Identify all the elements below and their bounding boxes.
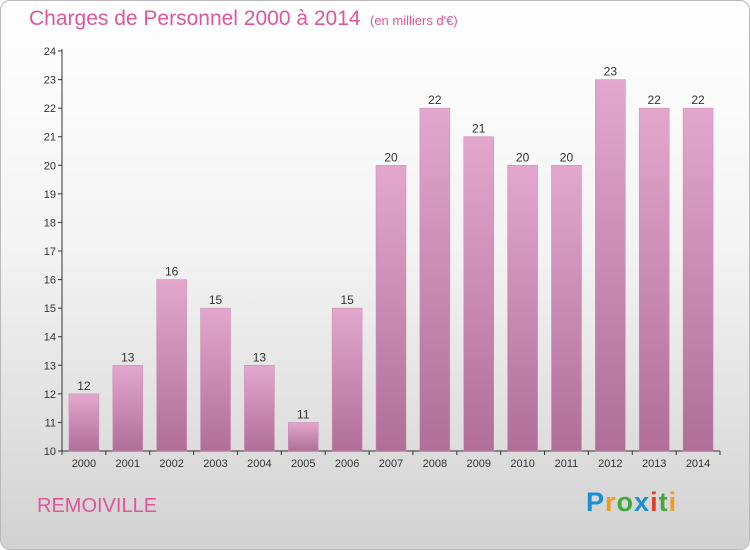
logo-letter: i — [650, 487, 659, 517]
x-tick-label: 2011 — [555, 458, 579, 470]
y-tick-label: 11 — [45, 417, 56, 429]
data-label-2005: 11 — [297, 407, 310, 421]
x-tick-label: 2005 — [291, 458, 315, 470]
x-tick-label: 2007 — [379, 458, 403, 470]
y-tick-label: 20 — [44, 160, 56, 172]
x-tick-label: 2000 — [72, 458, 96, 470]
x-tick-label: 2001 — [116, 458, 140, 470]
x-tick-label: 2008 — [423, 458, 447, 470]
data-label-2008: 22 — [428, 93, 442, 107]
data-label-2009: 21 — [472, 122, 486, 136]
bar-2012 — [595, 79, 626, 452]
data-label-2013: 22 — [648, 93, 662, 107]
data-label-2000: 12 — [77, 379, 91, 393]
x-tick-label: 2003 — [203, 458, 227, 470]
x-tick-label: 2002 — [159, 458, 183, 470]
y-tick-label: 10 — [44, 446, 56, 458]
x-tick-label: 2013 — [642, 458, 666, 470]
data-label-2001: 13 — [121, 350, 135, 364]
bar-2006 — [331, 307, 363, 452]
bar-2014 — [682, 107, 714, 452]
logo-letter: x — [634, 487, 651, 517]
y-tick-label: 23 — [44, 75, 56, 87]
bar-2009 — [463, 136, 494, 452]
x-tick-label: 2006 — [335, 458, 359, 470]
chart-subtitle: (en milliers d'€) — [370, 13, 458, 28]
bars: 12 13 16 15 13 11 15 20 22 21 20 20 23 22 22 — [68, 65, 714, 452]
y-tick-label: 22 — [44, 103, 56, 115]
y-tick-label: 17 — [44, 246, 56, 258]
proxiti-logo[interactable]: Proxiti — [586, 487, 677, 518]
bar-2000 — [68, 393, 100, 452]
x-tick-label: 2014 — [686, 458, 710, 470]
bar-2013 — [638, 107, 670, 452]
bar-2011 — [551, 165, 582, 452]
data-label-2011: 20 — [560, 150, 574, 164]
logo-letter: r — [605, 487, 617, 517]
data-label-2007: 20 — [384, 150, 398, 164]
y-tick-label: 19 — [44, 189, 56, 201]
location-name: REMOIVILLE — [37, 495, 158, 517]
x-tick-label: 2004 — [247, 458, 271, 470]
bar-2007 — [375, 165, 407, 452]
y-tick-label: 14 — [44, 332, 56, 344]
bar-2010 — [507, 165, 538, 452]
x-tick-label: 2010 — [510, 458, 534, 470]
x-tick-label: 2012 — [598, 458, 622, 470]
x-axis: 2000 2001 2002 2003 2004 2005 2006 2007 2008 2009… — [61, 450, 721, 470]
data-label-2003: 15 — [209, 293, 223, 307]
y-tick-label: 21 — [44, 132, 56, 144]
y-tick-label: 24 — [44, 46, 56, 58]
chart-title: Charges de Personnel 2000 à 2014 — [29, 7, 361, 30]
logo-letter: o — [616, 487, 635, 517]
y-tick-label: 12 — [44, 389, 56, 401]
data-label-2014: 22 — [691, 93, 705, 107]
logo-letter: P — [586, 487, 606, 517]
data-label-2004: 13 — [253, 350, 267, 364]
data-label-2006: 15 — [340, 293, 354, 307]
logo-letter: t — [658, 487, 669, 517]
y-tick-label: 13 — [44, 360, 56, 372]
data-label-2002: 16 — [165, 265, 179, 279]
logo-letter: i — [668, 487, 678, 517]
y-tick-label: 15 — [44, 303, 56, 315]
y-axis: 10 11 12 13 14 15 16 17 18 19 20 21 22 23 24 — [44, 46, 63, 458]
y-tick-label: 16 — [44, 275, 56, 287]
bar-2002 — [156, 279, 187, 452]
bar-2001 — [112, 365, 144, 452]
bar-2005 — [288, 422, 319, 452]
data-label-2010: 20 — [516, 150, 530, 164]
bar-2008 — [419, 107, 451, 452]
data-label-2012: 23 — [604, 65, 618, 79]
x-tick-label: 2009 — [466, 458, 490, 470]
bar-2004 — [244, 365, 275, 452]
bar-2003 — [200, 307, 231, 452]
y-tick-label: 18 — [44, 217, 56, 229]
